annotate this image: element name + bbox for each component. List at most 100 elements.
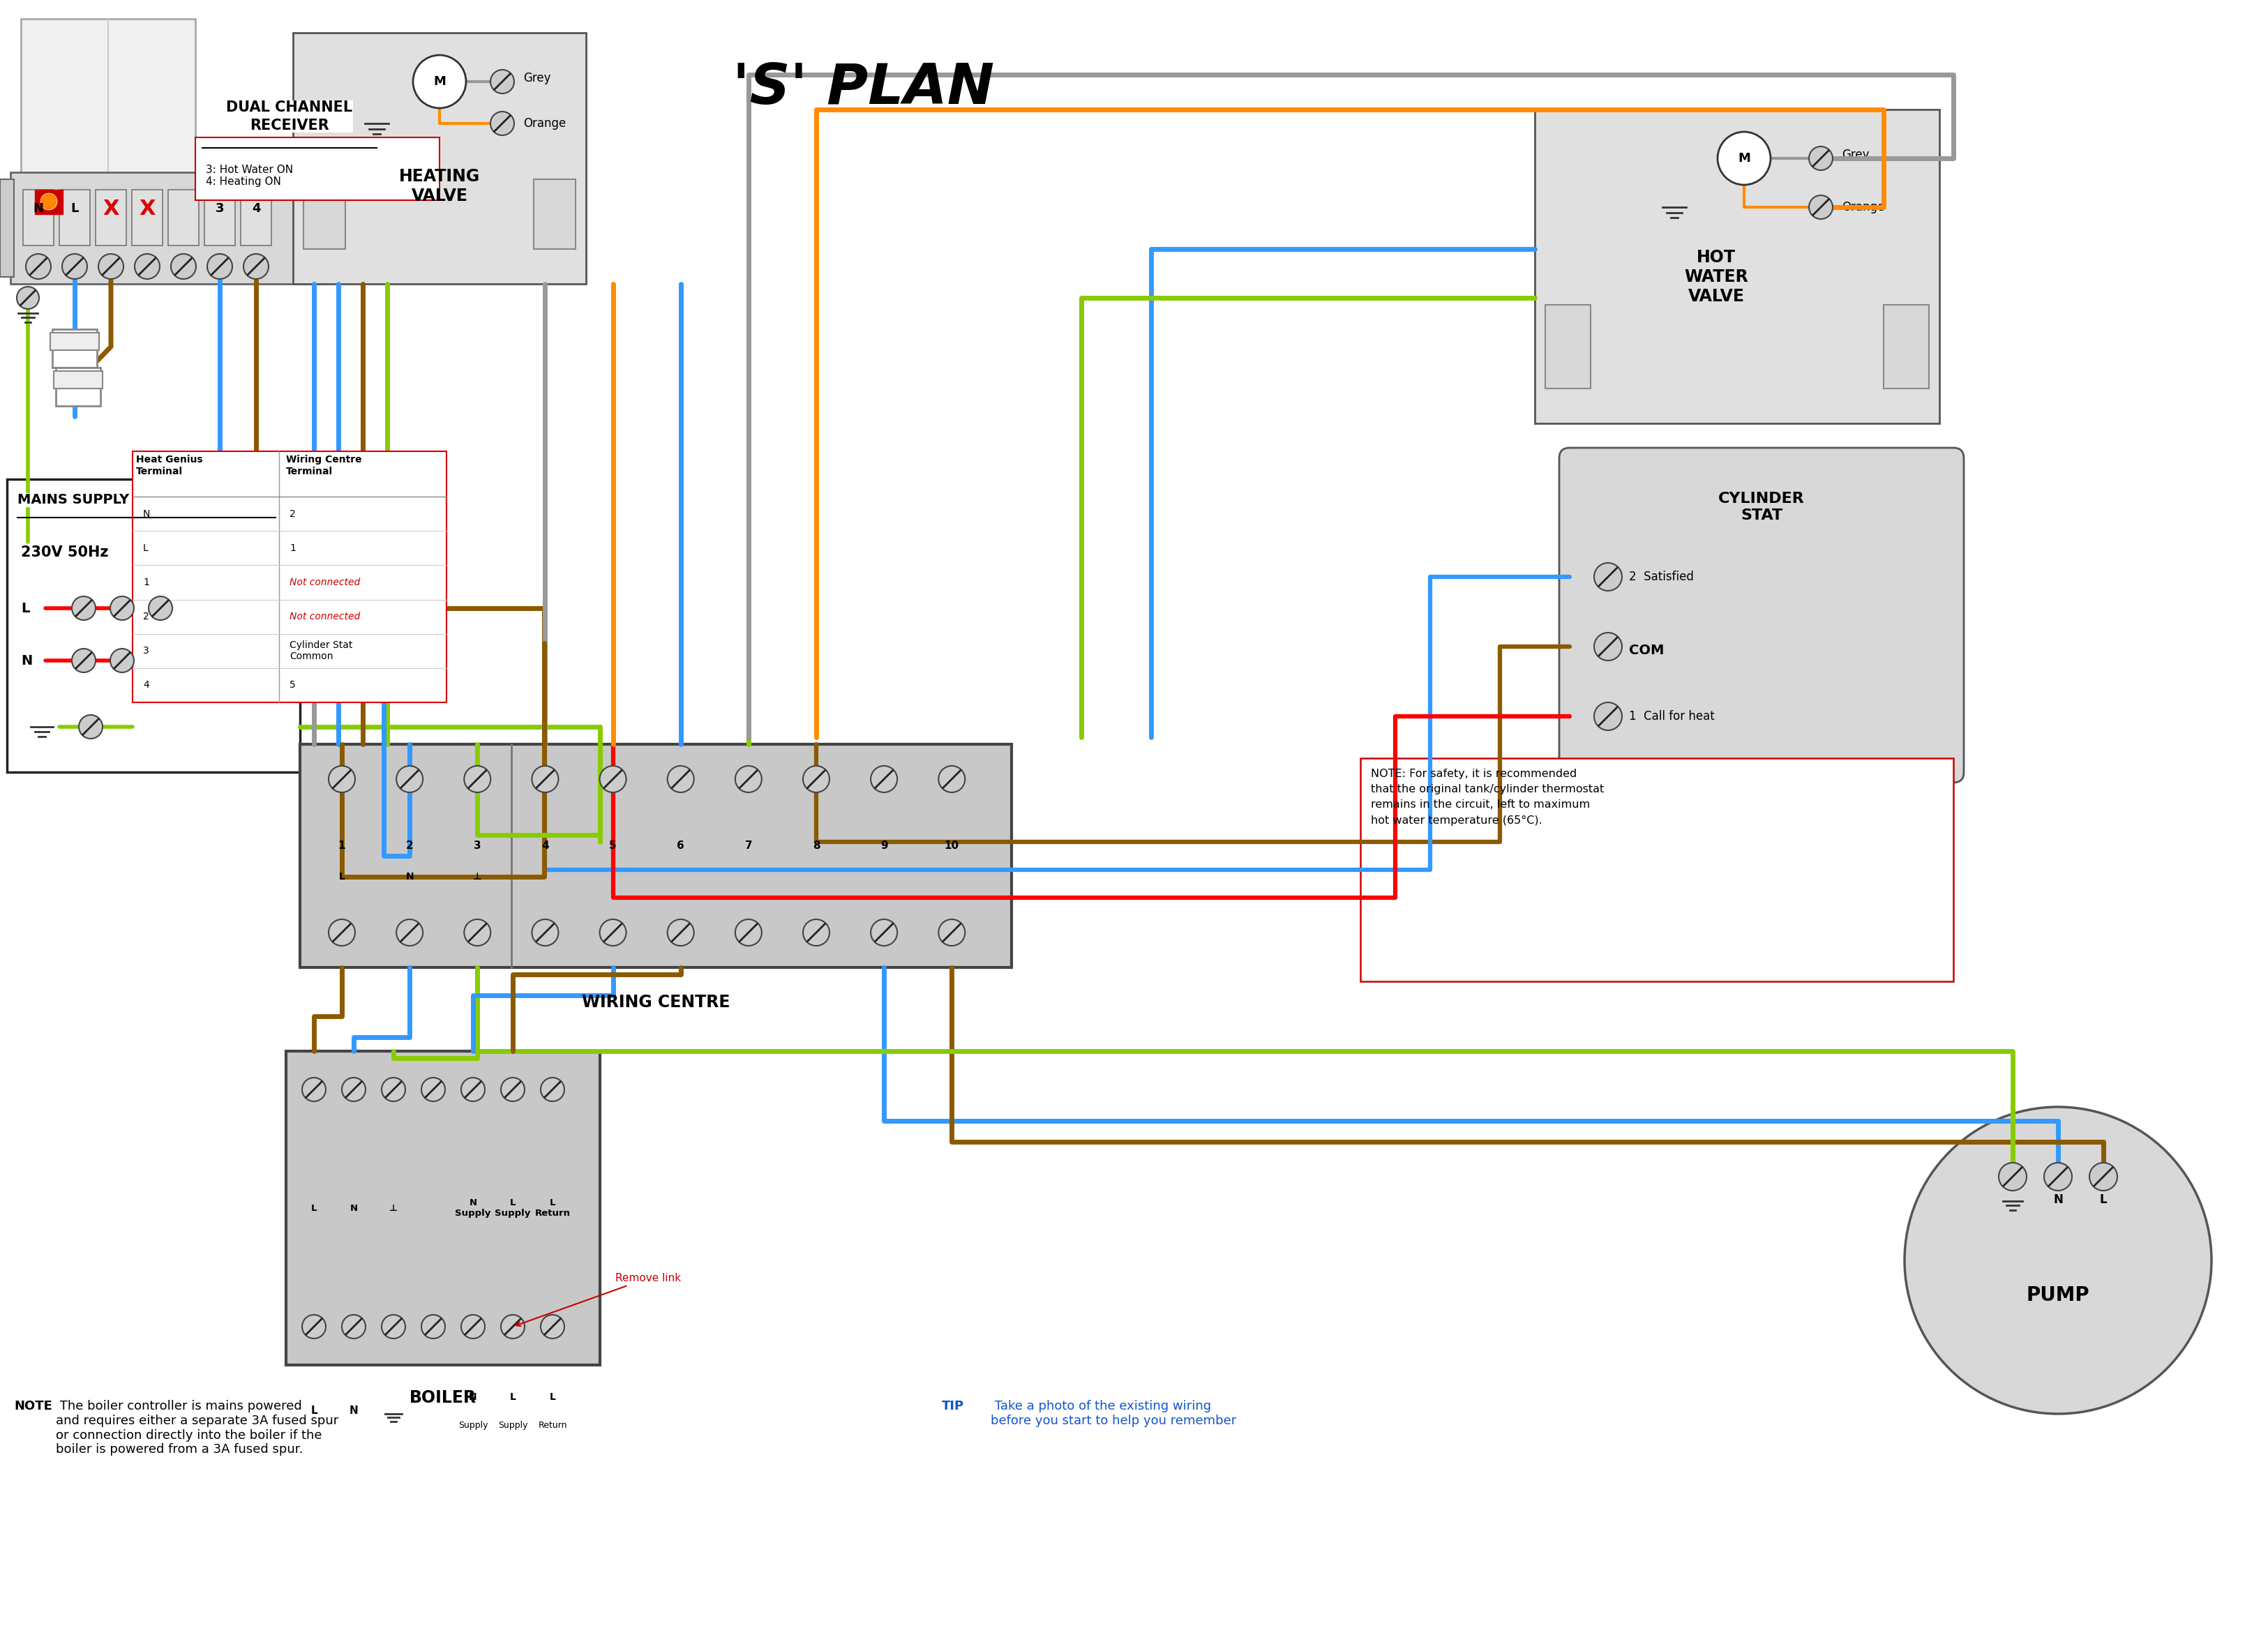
Circle shape xyxy=(599,919,626,945)
Circle shape xyxy=(243,253,268,279)
Circle shape xyxy=(397,919,422,945)
Text: 3: 3 xyxy=(143,646,150,656)
Text: ⊥: ⊥ xyxy=(474,871,481,881)
Text: BOILER: BOILER xyxy=(411,1389,476,1406)
Text: 9: 9 xyxy=(880,840,887,850)
Text: M: M xyxy=(433,76,447,87)
Bar xyxy=(0,179,14,276)
Bar xyxy=(195,138,440,201)
Text: N: N xyxy=(406,871,413,881)
Circle shape xyxy=(1594,562,1622,590)
Text: M: M xyxy=(1737,151,1751,164)
Text: N: N xyxy=(349,1203,358,1213)
Text: Orange: Orange xyxy=(524,117,567,130)
Circle shape xyxy=(939,919,964,945)
Text: Remove link: Remove link xyxy=(517,1272,680,1327)
Circle shape xyxy=(871,919,898,945)
Bar xyxy=(59,189,91,245)
Circle shape xyxy=(490,112,515,135)
Circle shape xyxy=(465,919,490,945)
Circle shape xyxy=(73,649,95,672)
Text: L: L xyxy=(311,1203,318,1213)
Bar xyxy=(299,745,1012,967)
Circle shape xyxy=(540,1077,565,1101)
Text: Supply: Supply xyxy=(499,1420,528,1430)
Circle shape xyxy=(540,1315,565,1338)
Circle shape xyxy=(79,715,102,738)
Circle shape xyxy=(302,1315,327,1338)
Text: 4: 4 xyxy=(542,840,549,850)
Text: HOT
WATER
VALVE: HOT WATER VALVE xyxy=(1685,250,1749,304)
Text: N: N xyxy=(469,1392,476,1402)
Text: 1: 1 xyxy=(338,840,345,850)
Text: 3: 3 xyxy=(474,840,481,850)
Bar xyxy=(168,189,200,245)
Circle shape xyxy=(1594,633,1622,661)
Bar xyxy=(204,189,236,245)
Circle shape xyxy=(206,253,231,279)
Bar xyxy=(20,18,195,220)
Circle shape xyxy=(599,766,626,792)
Text: 6: 6 xyxy=(676,840,685,850)
Text: L: L xyxy=(549,1392,556,1402)
Text: The boiler controller is mains powered
and requires either a separate 3A fused s: The boiler controller is mains powered a… xyxy=(57,1401,338,1457)
Text: L: L xyxy=(20,602,29,615)
Text: Return: Return xyxy=(538,1420,567,1430)
Circle shape xyxy=(501,1077,524,1101)
Text: Heat Genius
Terminal: Heat Genius Terminal xyxy=(136,455,202,477)
Text: DUAL CHANNEL
RECEIVER: DUAL CHANNEL RECEIVER xyxy=(227,100,354,133)
Text: Supply: Supply xyxy=(458,1420,488,1430)
Text: 230V 50Hz: 230V 50Hz xyxy=(20,546,109,559)
Bar xyxy=(95,189,127,245)
Text: L: L xyxy=(2100,1194,2107,1207)
Circle shape xyxy=(667,919,694,945)
Bar xyxy=(1361,758,1953,981)
Text: N: N xyxy=(20,654,32,667)
Circle shape xyxy=(98,253,122,279)
Circle shape xyxy=(16,286,39,309)
Bar xyxy=(57,368,100,406)
Text: L: L xyxy=(143,543,147,552)
Circle shape xyxy=(1905,1106,2211,1414)
Circle shape xyxy=(2043,1162,2073,1190)
Text: HEATING
VALVE: HEATING VALVE xyxy=(399,168,481,204)
Circle shape xyxy=(1998,1162,2028,1190)
Text: L: L xyxy=(311,1406,318,1415)
Circle shape xyxy=(871,766,898,792)
Text: 'S' PLAN: 'S' PLAN xyxy=(733,61,993,115)
Circle shape xyxy=(397,766,422,792)
Circle shape xyxy=(465,766,490,792)
Text: 2: 2 xyxy=(290,510,295,518)
Circle shape xyxy=(329,766,356,792)
Circle shape xyxy=(667,766,694,792)
Text: 8: 8 xyxy=(812,840,821,850)
Text: MAINS SUPPLY: MAINS SUPPLY xyxy=(18,493,129,506)
Text: Grey: Grey xyxy=(524,72,551,84)
Text: N
Supply: N Supply xyxy=(456,1198,490,1218)
Bar xyxy=(54,372,102,388)
Text: 1  Call for heat: 1 Call for heat xyxy=(1628,710,1715,723)
Text: 2: 2 xyxy=(406,840,413,850)
Text: Not connected: Not connected xyxy=(290,577,361,587)
Bar xyxy=(304,179,345,248)
Circle shape xyxy=(501,1315,524,1338)
Circle shape xyxy=(533,919,558,945)
Circle shape xyxy=(342,1315,365,1338)
Text: ⊥: ⊥ xyxy=(390,1203,397,1213)
Circle shape xyxy=(150,597,172,620)
Circle shape xyxy=(735,919,762,945)
Circle shape xyxy=(735,766,762,792)
Text: WIRING CENTRE: WIRING CENTRE xyxy=(581,995,730,1011)
Bar xyxy=(1535,110,1939,424)
Text: NOTE: For safety, it is recommended
that the original tank/cylinder thermostat
r: NOTE: For safety, it is recommended that… xyxy=(1370,769,1603,825)
Circle shape xyxy=(1717,132,1771,184)
Text: NOTE: NOTE xyxy=(14,1401,52,1412)
Circle shape xyxy=(413,56,465,109)
Bar xyxy=(52,329,98,368)
Text: Cylinder Stat
Common: Cylinder Stat Common xyxy=(290,641,352,661)
Text: COM: COM xyxy=(1628,643,1665,656)
Bar xyxy=(132,452,447,702)
Circle shape xyxy=(170,253,195,279)
Circle shape xyxy=(111,649,134,672)
Circle shape xyxy=(134,253,159,279)
